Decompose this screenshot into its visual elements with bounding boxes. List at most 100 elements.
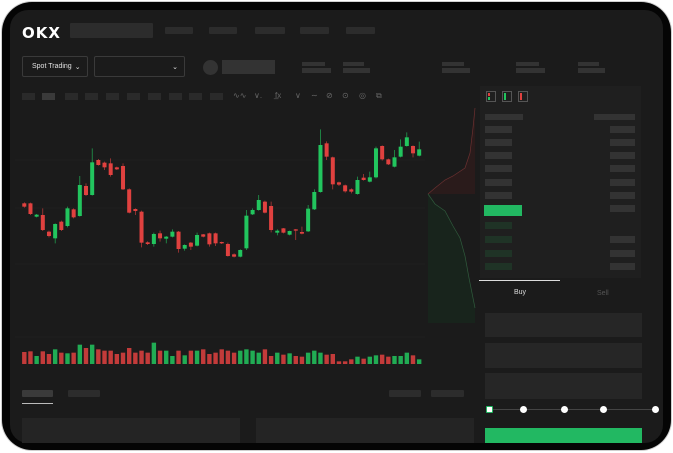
candle bbox=[262, 200, 267, 214]
candle bbox=[96, 159, 101, 166]
volume-bar bbox=[207, 354, 212, 364]
nav-item[interactable] bbox=[165, 27, 193, 34]
timeframe-button[interactable] bbox=[169, 93, 182, 100]
pair-dropdown[interactable]: ⌄ bbox=[94, 56, 185, 77]
candle-body bbox=[53, 224, 58, 239]
candle bbox=[145, 241, 150, 245]
candle-body bbox=[46, 231, 51, 236]
amount-slider-track[interactable] bbox=[490, 409, 655, 410]
timeframe-button[interactable] bbox=[65, 93, 78, 100]
candle bbox=[349, 188, 354, 194]
volume-bar bbox=[287, 353, 292, 364]
okx-logo[interactable]: OKX bbox=[22, 24, 61, 42]
volume-bar bbox=[373, 355, 379, 364]
settings-icon[interactable]: ⊙ bbox=[342, 91, 349, 100]
bid-price bbox=[485, 222, 512, 229]
fx-icon[interactable]: f̲x bbox=[275, 91, 282, 100]
order-book-asks-icon[interactable] bbox=[518, 91, 528, 102]
candle-body bbox=[164, 236, 169, 239]
order-book-both-icon[interactable] bbox=[486, 91, 496, 102]
candle-body bbox=[361, 177, 366, 180]
slider-stop-50[interactable] bbox=[561, 406, 568, 413]
wave-icon[interactable]: ∼ bbox=[311, 91, 318, 100]
tab-buy[interactable]: Buy bbox=[514, 289, 527, 296]
volume-bar bbox=[262, 349, 268, 364]
tab-underline bbox=[22, 403, 53, 404]
candle-body bbox=[108, 163, 113, 175]
search-bar[interactable] bbox=[70, 23, 153, 38]
volume-bar bbox=[281, 354, 286, 364]
line-chart-icon[interactable]: ∿∿ bbox=[233, 91, 247, 100]
pencil-icon[interactable]: ⊘ bbox=[326, 91, 333, 100]
chevron-icon[interactable]: ∨ bbox=[295, 91, 301, 100]
timeframe-button[interactable] bbox=[148, 93, 161, 100]
tab-sell[interactable]: Sell bbox=[597, 290, 609, 297]
slider-stop-25[interactable] bbox=[520, 406, 527, 413]
timeframe-button[interactable] bbox=[42, 93, 55, 100]
stat-value bbox=[578, 68, 605, 73]
candle bbox=[293, 229, 298, 240]
candle-body bbox=[158, 233, 163, 239]
slider-stop-100[interactable] bbox=[652, 406, 659, 413]
volume-bar bbox=[52, 349, 58, 364]
price-input[interactable] bbox=[485, 313, 642, 337]
candle bbox=[53, 223, 58, 244]
volume-bar bbox=[126, 348, 132, 364]
fullscreen-icon[interactable]: ⧉ bbox=[376, 91, 382, 100]
total-input[interactable] bbox=[485, 373, 642, 399]
candle bbox=[398, 139, 403, 158]
amount-input[interactable] bbox=[485, 343, 642, 368]
order-book-bids-icon[interactable] bbox=[502, 91, 512, 102]
volume-bar bbox=[176, 350, 181, 364]
candle-body bbox=[250, 210, 255, 215]
volume-bar bbox=[164, 350, 169, 364]
spot-trading-selector[interactable]: Spot Trading ⌄ bbox=[22, 56, 88, 77]
candle bbox=[195, 232, 200, 247]
candle-body bbox=[188, 242, 193, 247]
nav-item[interactable] bbox=[209, 27, 237, 34]
volume-bar bbox=[367, 356, 373, 364]
volume-bar bbox=[182, 355, 187, 364]
filter-button[interactable] bbox=[389, 390, 421, 397]
candle-body bbox=[77, 185, 82, 216]
timeframe-button[interactable] bbox=[189, 93, 202, 100]
candle bbox=[201, 234, 206, 238]
candle-body bbox=[170, 231, 175, 237]
candle-body bbox=[262, 201, 267, 213]
candle bbox=[139, 210, 144, 248]
filter-button[interactable] bbox=[431, 390, 464, 397]
tab-open-orders[interactable] bbox=[22, 390, 53, 397]
indicator-icon[interactable]: ∨. bbox=[254, 91, 263, 100]
timeframe-button[interactable] bbox=[106, 93, 119, 100]
candle bbox=[306, 205, 311, 232]
slider-stop-75[interactable] bbox=[600, 406, 607, 413]
candle bbox=[102, 161, 107, 170]
candlestick-chart[interactable] bbox=[15, 108, 425, 370]
volume-bar bbox=[71, 352, 76, 364]
volume-bar bbox=[398, 356, 403, 364]
candle-body bbox=[312, 192, 317, 210]
candle-body bbox=[398, 146, 403, 157]
ask-amount bbox=[610, 152, 635, 159]
nav-item[interactable] bbox=[300, 27, 329, 34]
timeframe-button[interactable] bbox=[22, 93, 35, 100]
timeframe-button[interactable] bbox=[127, 93, 140, 100]
stat-value bbox=[302, 68, 331, 73]
candle-body bbox=[102, 162, 107, 168]
candle-body bbox=[367, 177, 372, 182]
camera-icon[interactable]: ◎ bbox=[359, 91, 366, 100]
order-book-view-toggles[interactable] bbox=[486, 91, 530, 103]
bid-price bbox=[485, 236, 512, 243]
candle-body bbox=[133, 209, 138, 211]
candle-body bbox=[392, 157, 397, 167]
buy-submit-button[interactable] bbox=[485, 428, 642, 443]
timeframe-button[interactable] bbox=[210, 93, 223, 100]
bid-price bbox=[485, 263, 512, 270]
nav-item[interactable] bbox=[346, 27, 375, 34]
tab-order-history[interactable] bbox=[68, 390, 100, 397]
timeframe-button[interactable] bbox=[85, 93, 98, 100]
slider-handle[interactable] bbox=[486, 406, 493, 413]
nav-item[interactable] bbox=[255, 27, 285, 34]
candle bbox=[318, 129, 323, 193]
candle bbox=[324, 141, 329, 160]
